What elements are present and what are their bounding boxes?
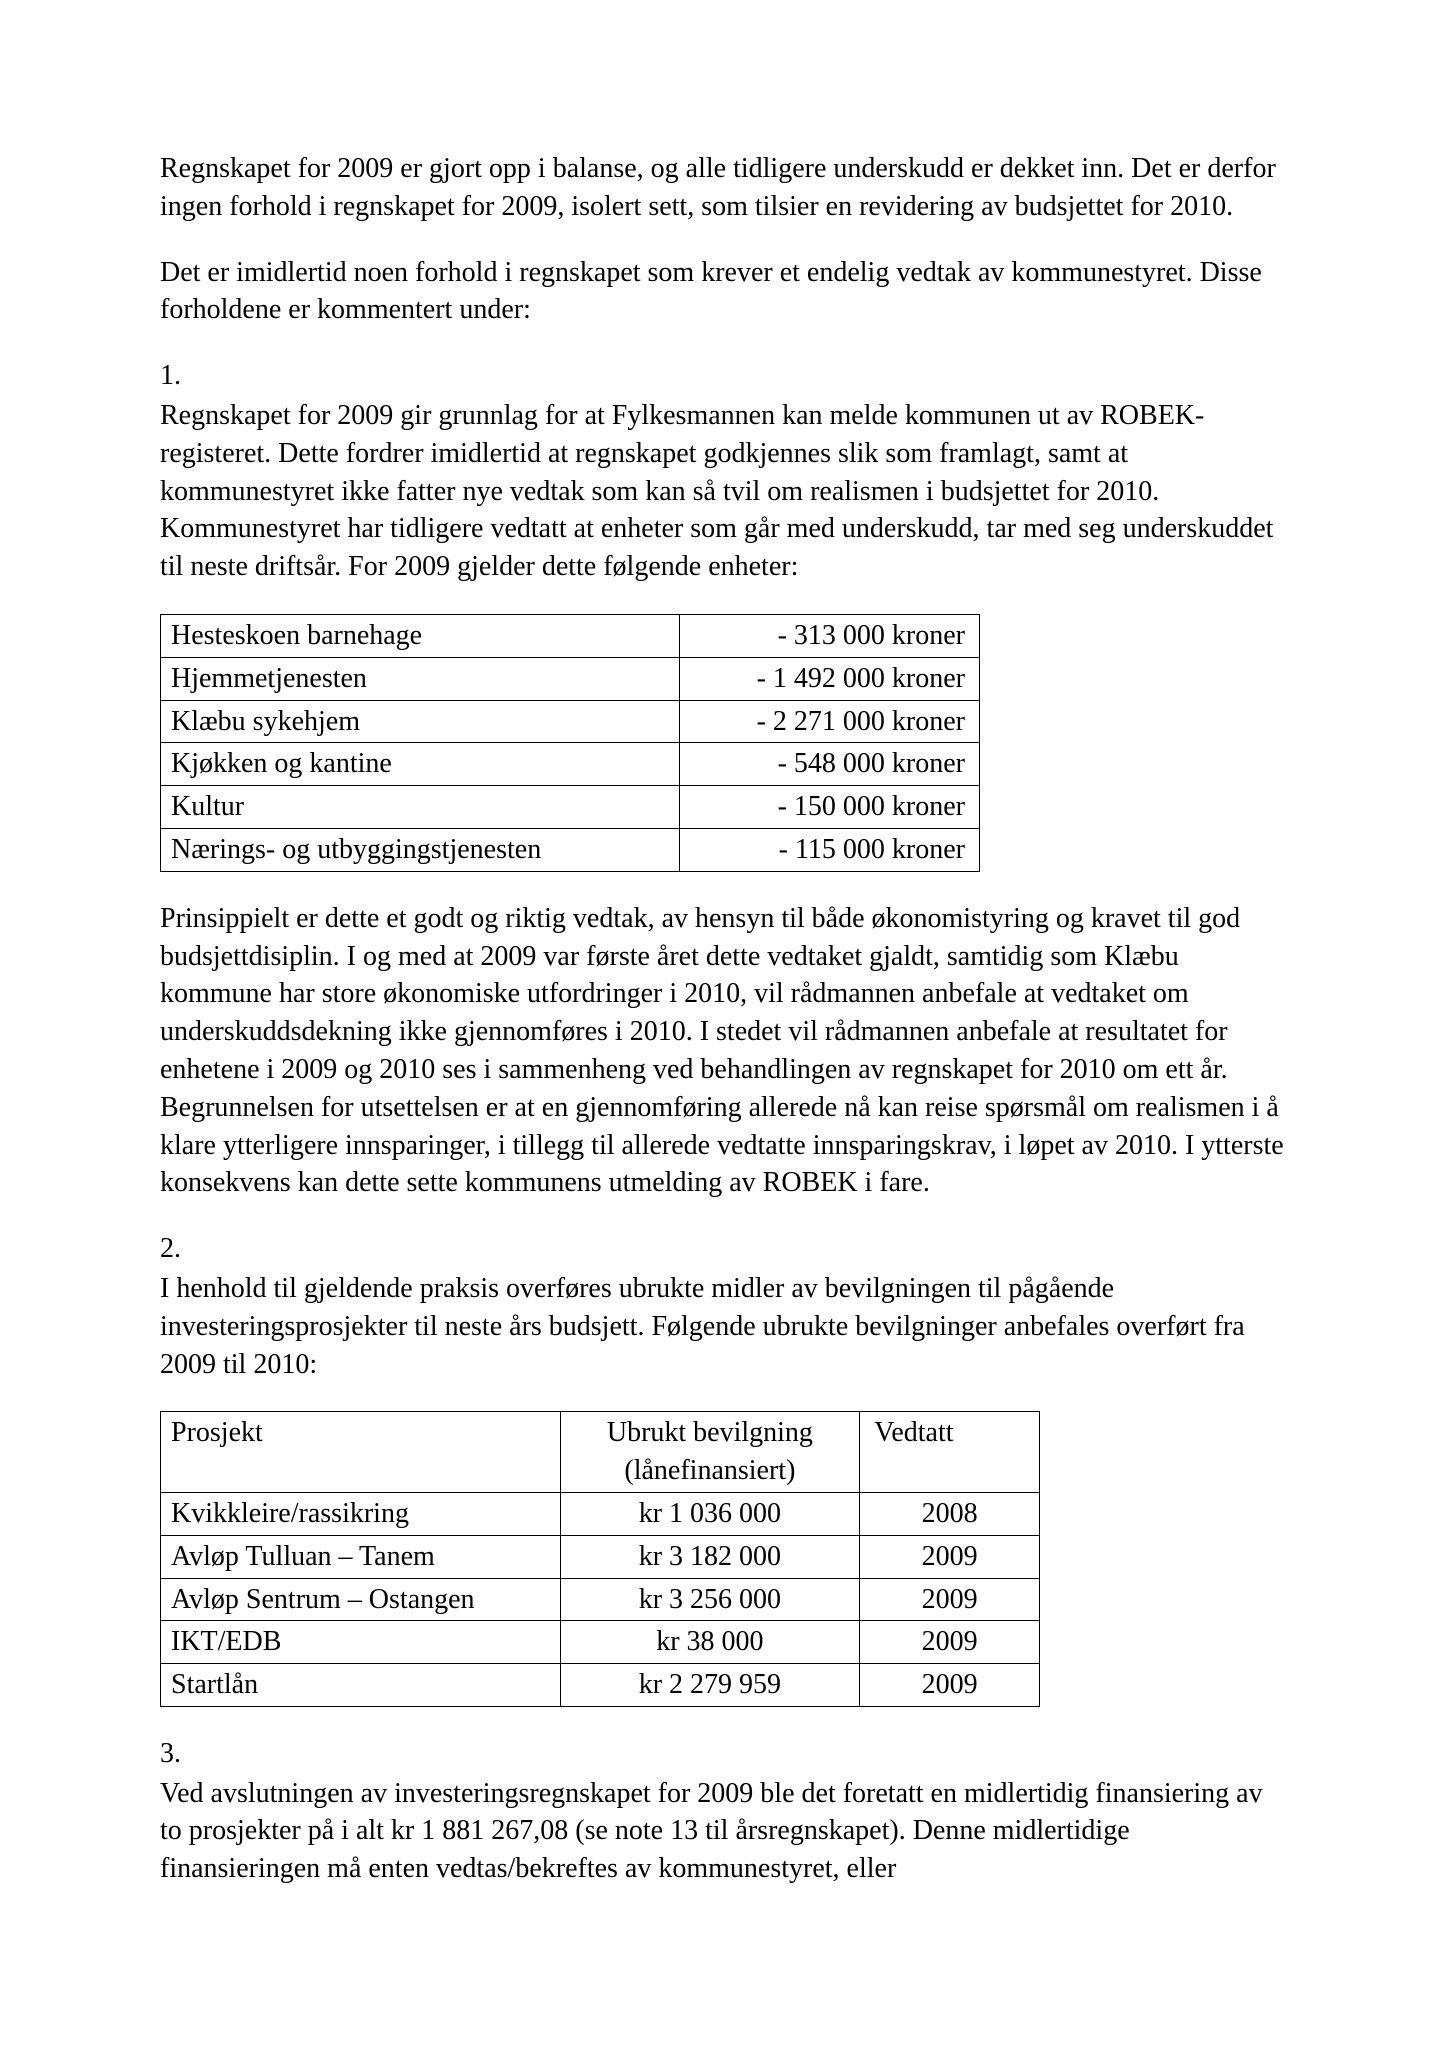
projects-header-amount: Ubrukt bevilgning (lånefinansiert) (560, 1412, 860, 1493)
table-row: Hjemmetjenesten- 1 492 000 kroner (161, 657, 980, 700)
unit-name-cell: Hjemmetjenesten (161, 657, 680, 700)
projects-table: Prosjekt Ubrukt bevilgning (lånefinansie… (160, 1411, 1040, 1707)
project-year-cell: 2008 (860, 1492, 1040, 1535)
intro-paragraph-2: Det er imidlertid noen forhold i regnska… (160, 254, 1287, 330)
intro-paragraph-1: Regnskapet for 2009 er gjort opp i balan… (160, 150, 1287, 226)
table-row: Nærings- og utbyggingstjenesten- 115 000… (161, 828, 980, 871)
project-name-cell: Avløp Sentrum – Ostangen (161, 1578, 561, 1621)
projects-header-amount-line2: (lånefinansiert) (624, 1455, 795, 1486)
unit-name-cell: Hesteskoen barnehage (161, 614, 680, 657)
table-row: Kvikkleire/rassikringkr 1 036 0002008 (161, 1492, 1040, 1535)
projects-header-project: Prosjekt (161, 1412, 561, 1493)
section-2-number: 2. (160, 1230, 1287, 1268)
section-1-body: Regnskapet for 2009 gir grunnlag for at … (160, 397, 1287, 586)
project-year-cell: 2009 (860, 1535, 1040, 1578)
section-3-body: Ved avslutningen av investeringsregnskap… (160, 1775, 1287, 1888)
unit-name-cell: Kjøkken og kantine (161, 743, 680, 786)
unit-name-cell: Kultur (161, 786, 680, 829)
unit-amount-cell: - 150 000 kroner (680, 786, 980, 829)
table-row: Kjøkken og kantine- 548 000 kroner (161, 743, 980, 786)
table-row: Avløp Sentrum – Ostangenkr 3 256 0002009 (161, 1578, 1040, 1621)
unit-amount-cell: - 548 000 kroner (680, 743, 980, 786)
unit-amount-cell: - 115 000 kroner (680, 828, 980, 871)
unit-amount-cell: - 2 271 000 kroner (680, 700, 980, 743)
table-row: Klæbu sykehjem- 2 271 000 kroner (161, 700, 980, 743)
deficit-units-tbody: Hesteskoen barnehage- 313 000 kronerHjem… (161, 614, 980, 871)
project-name-cell: IKT/EDB (161, 1621, 561, 1664)
project-amount-cell: kr 3 256 000 (560, 1578, 860, 1621)
deficit-units-table: Hesteskoen barnehage- 313 000 kronerHjem… (160, 614, 980, 872)
project-amount-cell: kr 2 279 959 (560, 1664, 860, 1707)
document-page: Regnskapet for 2009 er gjort opp i balan… (0, 0, 1447, 2048)
unit-amount-cell: - 313 000 kroner (680, 614, 980, 657)
projects-tbody: Kvikkleire/rassikringkr 1 036 0002008Avl… (161, 1492, 1040, 1706)
project-year-cell: 2009 (860, 1664, 1040, 1707)
section-1-number: 1. (160, 357, 1287, 395)
projects-header-amount-line1: Ubrukt bevilgning (607, 1417, 813, 1448)
projects-thead: Prosjekt Ubrukt bevilgning (lånefinansie… (161, 1412, 1040, 1493)
section-1-after: Prinsippielt er dette et godt og riktig … (160, 900, 1287, 1202)
unit-amount-cell: - 1 492 000 kroner (680, 657, 980, 700)
projects-header-year: Vedtatt (860, 1412, 1040, 1493)
project-name-cell: Startlån (161, 1664, 561, 1707)
section-3-number: 3. (160, 1735, 1287, 1773)
table-row: Hesteskoen barnehage- 313 000 kroner (161, 614, 980, 657)
projects-header-row: Prosjekt Ubrukt bevilgning (lånefinansie… (161, 1412, 1040, 1493)
section-2-body: I henhold til gjeldende praksis overføre… (160, 1270, 1287, 1383)
table-row: Avløp Tulluan – Tanemkr 3 182 0002009 (161, 1535, 1040, 1578)
project-amount-cell: kr 1 036 000 (560, 1492, 860, 1535)
unit-name-cell: Nærings- og utbyggingstjenesten (161, 828, 680, 871)
project-year-cell: 2009 (860, 1578, 1040, 1621)
table-row: Kultur- 150 000 kroner (161, 786, 980, 829)
project-year-cell: 2009 (860, 1621, 1040, 1664)
table-row: IKT/EDBkr 38 0002009 (161, 1621, 1040, 1664)
unit-name-cell: Klæbu sykehjem (161, 700, 680, 743)
table-row: Startlånkr 2 279 9592009 (161, 1664, 1040, 1707)
project-name-cell: Avløp Tulluan – Tanem (161, 1535, 561, 1578)
project-name-cell: Kvikkleire/rassikring (161, 1492, 561, 1535)
project-amount-cell: kr 38 000 (560, 1621, 860, 1664)
project-amount-cell: kr 3 182 000 (560, 1535, 860, 1578)
